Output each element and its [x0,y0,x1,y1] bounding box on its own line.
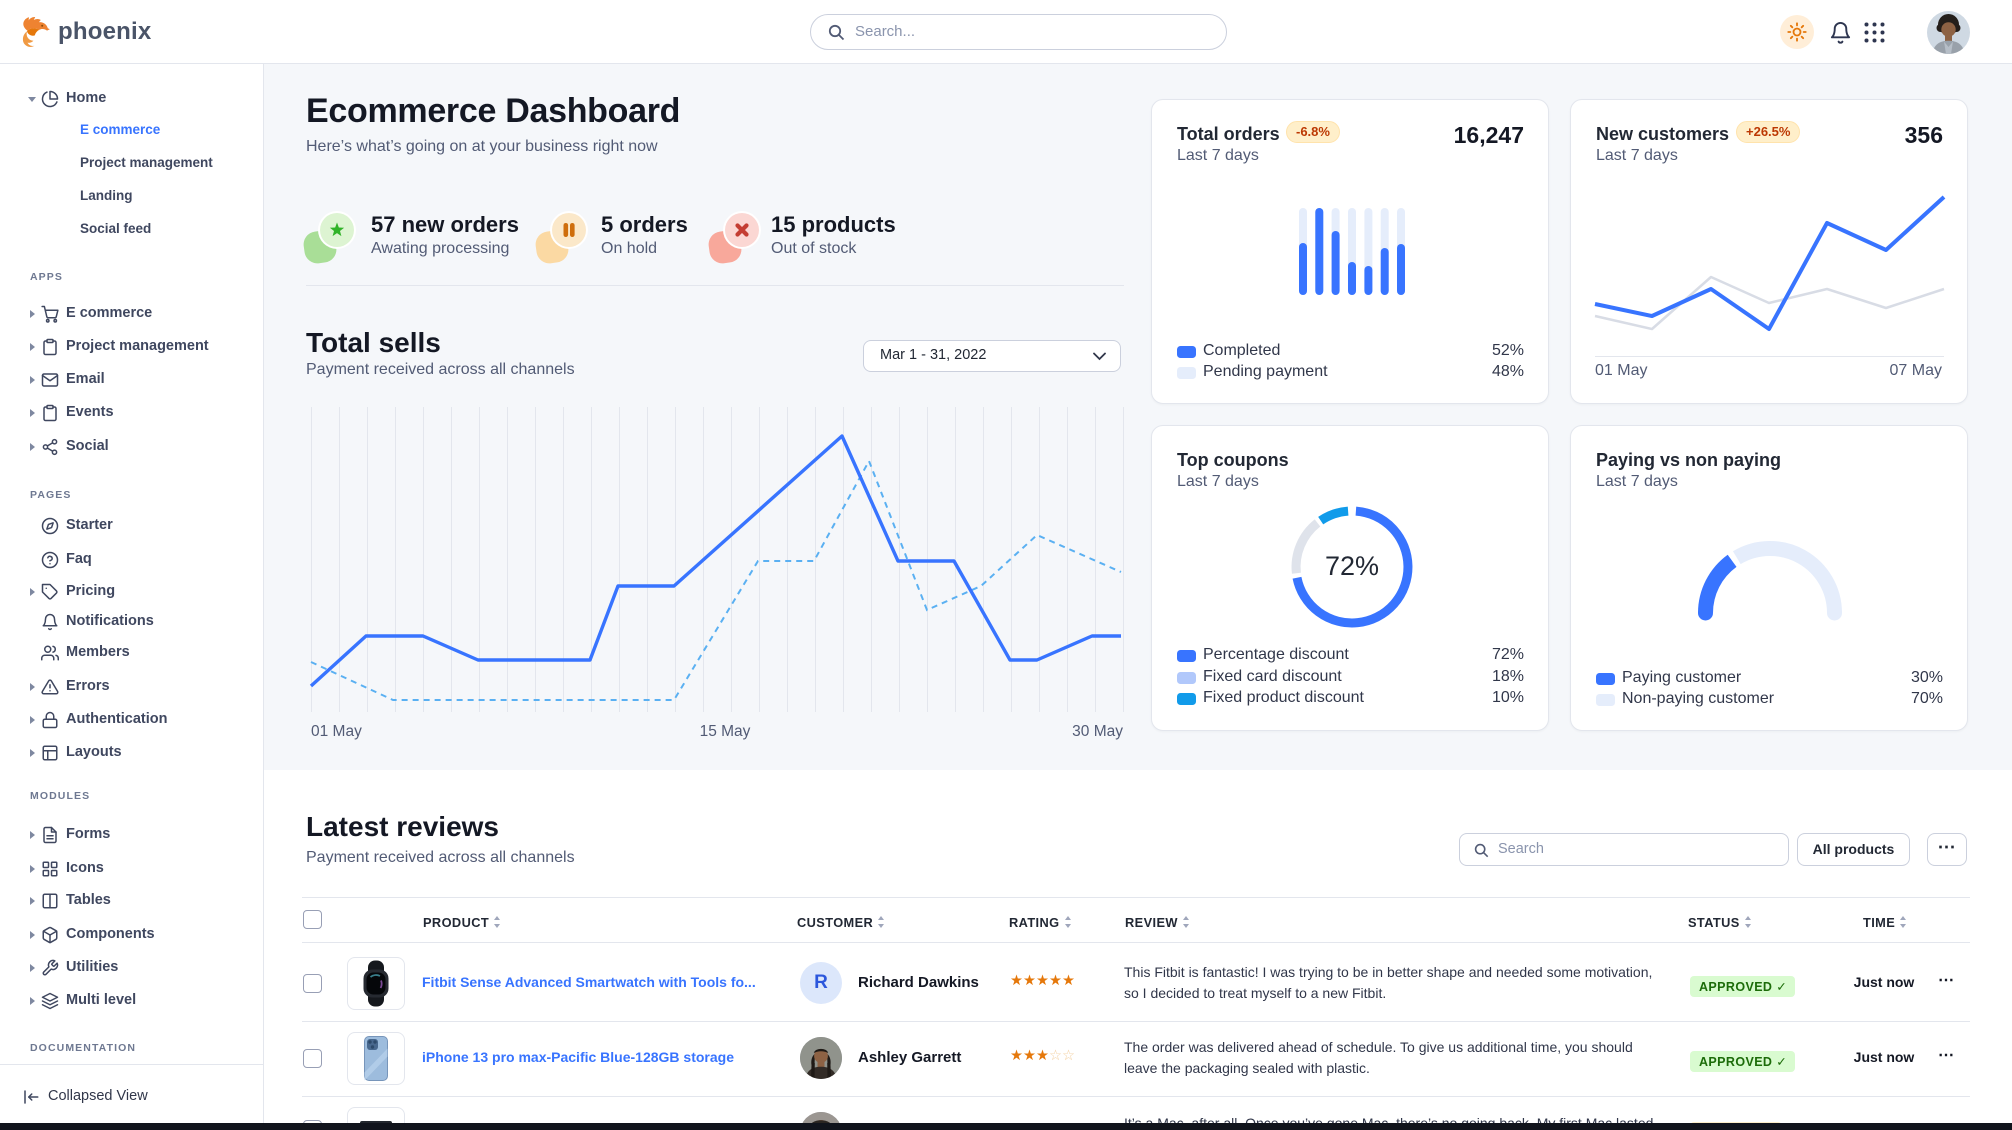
svg-text:30 May: 30 May [1072,723,1123,740]
svg-text:15 May: 15 May [700,723,751,740]
svg-text:01 May: 01 May [311,723,362,740]
